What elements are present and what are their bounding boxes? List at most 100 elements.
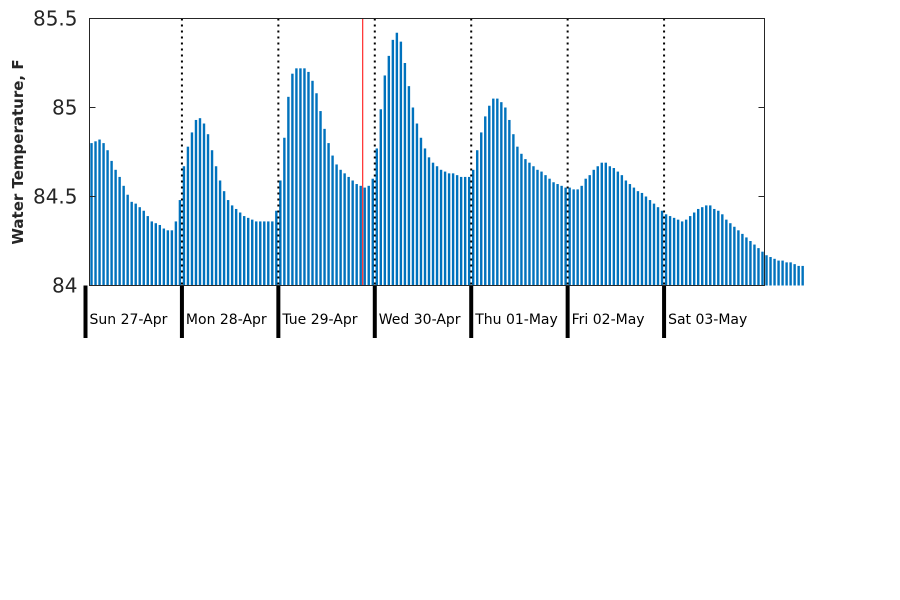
bar: [375, 148, 378, 286]
bar: [664, 214, 668, 286]
bar: [214, 166, 218, 286]
day-label: Sun 27-Apr: [90, 312, 168, 328]
bar: [279, 180, 282, 286]
plot-frame: [89, 18, 765, 286]
y-tick-label: 85: [52, 96, 77, 120]
bar: [668, 216, 672, 286]
y-axis-label: Water Temperature, F: [9, 59, 27, 244]
bar: [648, 200, 652, 286]
bar: [287, 96, 290, 286]
bar: [737, 230, 740, 286]
bar: [548, 178, 551, 286]
bar: [789, 262, 792, 286]
bar: [447, 173, 451, 286]
bar: [781, 260, 784, 286]
bar: [564, 187, 567, 286]
bar: [331, 155, 334, 286]
bar: [347, 176, 350, 286]
day-label: Wed 30-Apr: [379, 312, 461, 328]
bar: [291, 73, 294, 286]
bar: [443, 171, 447, 286]
bar: [367, 185, 370, 286]
bar: [480, 132, 483, 286]
bar: [476, 150, 479, 286]
bar: [612, 168, 616, 286]
bar: [202, 123, 206, 286]
bar: [652, 203, 656, 286]
bar: [335, 164, 338, 286]
bar: [672, 217, 676, 286]
bar: [496, 98, 499, 286]
bar: [592, 169, 595, 286]
bar: [315, 93, 318, 286]
bar: [761, 251, 764, 286]
bar: [150, 221, 153, 286]
bar: [492, 98, 495, 286]
bar: [130, 201, 133, 286]
bar: [797, 265, 800, 286]
bar: [660, 210, 664, 286]
bar: [463, 176, 467, 286]
bar: [299, 68, 302, 286]
bar: [339, 169, 342, 286]
bar: [174, 221, 178, 286]
bar: [628, 184, 632, 286]
y-tick-label: 84: [52, 274, 77, 298]
bar: [118, 176, 121, 286]
bar: [275, 210, 278, 286]
bar: [604, 162, 607, 286]
bar: [267, 221, 270, 286]
bar: [395, 32, 399, 286]
bar: [102, 143, 105, 286]
bar: [439, 169, 443, 286]
day-label: Fri 02-May: [572, 312, 645, 328]
bar: [178, 200, 182, 286]
x-axis-day-labels: Sun 27-Apr Mon 28-Apr Tue 29-Apr Wed 30-Apr…: [90, 312, 748, 328]
bar: [126, 194, 129, 286]
bar: [556, 184, 559, 286]
bar: [608, 166, 612, 286]
bar: [777, 260, 780, 286]
bar: [516, 146, 519, 286]
bar: [106, 150, 109, 286]
bar: [528, 162, 531, 286]
bar: [536, 169, 539, 286]
bar: [741, 233, 744, 286]
bar: [467, 176, 471, 286]
bar: [303, 68, 306, 286]
bar: [251, 219, 254, 286]
bar: [560, 185, 563, 286]
bar: [721, 214, 724, 286]
bar: [98, 139, 101, 286]
bar: [210, 150, 214, 286]
bar: [544, 175, 547, 286]
bar: [688, 216, 692, 286]
bar: [769, 257, 772, 286]
bar: [745, 237, 748, 286]
bar: [399, 41, 403, 286]
day-label: Mon 28-Apr: [186, 312, 267, 328]
bar: [600, 162, 603, 286]
bar: [484, 116, 487, 286]
bar: [451, 173, 455, 286]
bar: [773, 258, 776, 286]
bar: [455, 175, 459, 286]
bar: [419, 137, 423, 286]
bar: [512, 134, 515, 286]
bar: [725, 219, 728, 286]
bar: [568, 187, 571, 286]
bar: [110, 160, 113, 286]
bar: [391, 39, 395, 286]
bar: [242, 216, 246, 286]
bar: [697, 208, 700, 286]
bar: [295, 68, 298, 286]
bar: [793, 264, 796, 286]
bar: [158, 224, 162, 286]
bar: [427, 157, 431, 286]
bar: [283, 137, 286, 286]
bar: [371, 178, 374, 286]
bar: [717, 210, 720, 286]
bars: [90, 32, 804, 286]
bar: [307, 71, 310, 286]
bar: [411, 107, 415, 286]
